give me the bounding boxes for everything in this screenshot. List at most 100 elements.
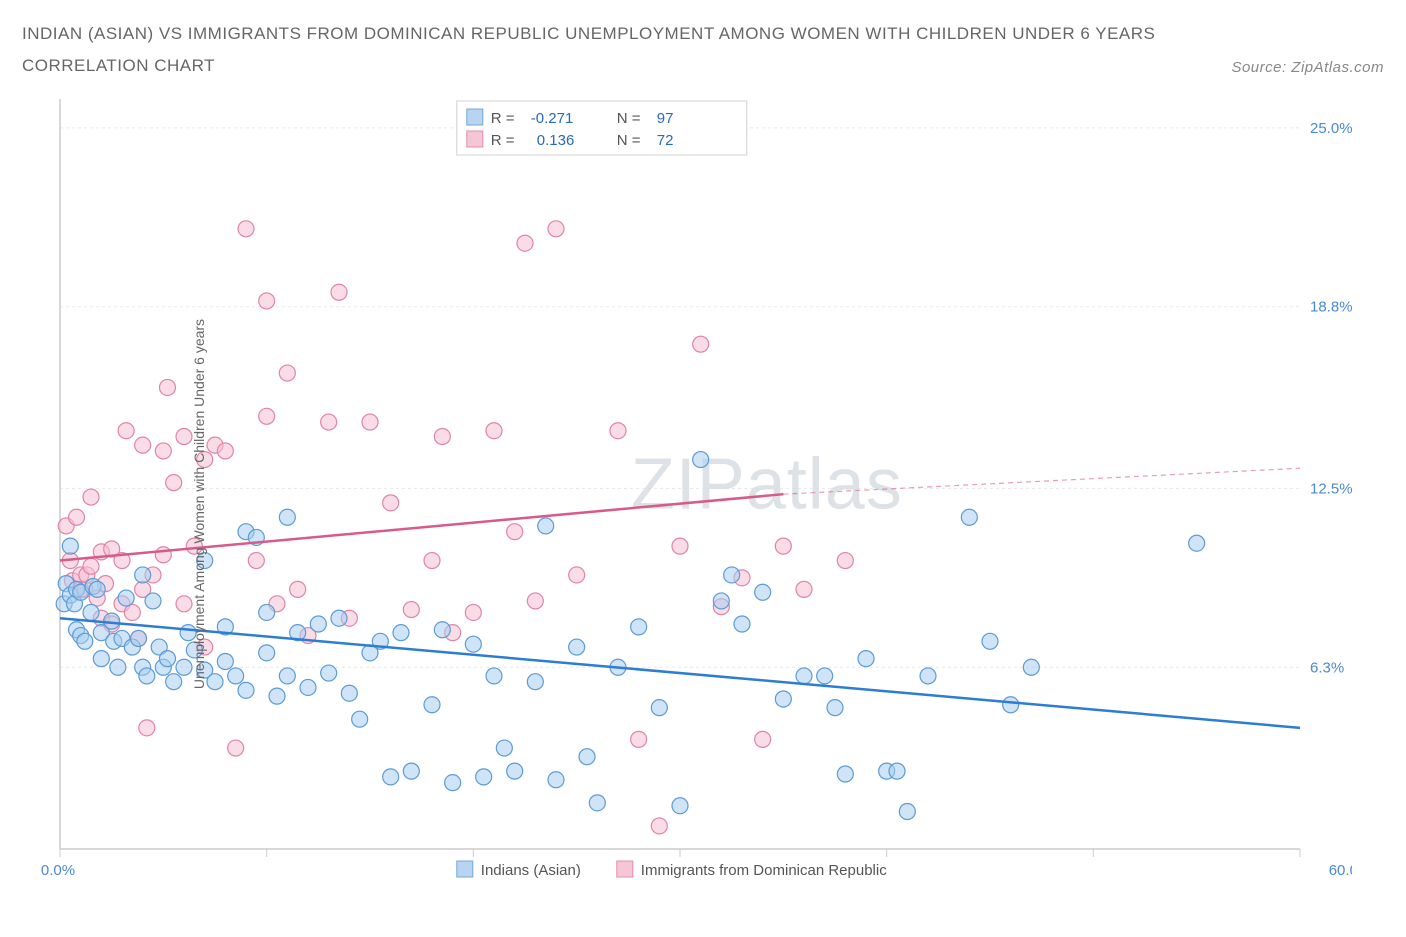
bottom-legend-pink: Immigrants from Dominican Republic (641, 862, 887, 879)
data-point-blue (62, 538, 78, 554)
chart-title: INDIAN (ASIAN) VS IMMIGRANTS FROM DOMINI… (22, 18, 1384, 83)
data-point-blue (817, 668, 833, 684)
data-point-blue (131, 630, 147, 646)
data-point-blue (1189, 535, 1205, 551)
data-point-blue (139, 668, 155, 684)
data-point-pink (166, 474, 182, 490)
data-point-blue (259, 644, 275, 660)
data-point-pink (155, 443, 171, 459)
data-point-blue (672, 797, 688, 813)
data-point-pink (507, 523, 523, 539)
data-point-pink (238, 220, 254, 236)
bottom-swatch-pink (617, 861, 633, 877)
data-point-blue (476, 768, 492, 784)
data-point-blue (207, 673, 223, 689)
y-tick-label: 12.5% (1310, 480, 1352, 497)
data-point-pink (796, 581, 812, 597)
data-point-pink (651, 818, 667, 834)
trend-line-blue (60, 618, 1300, 728)
data-point-pink (672, 538, 688, 554)
bottom-legend-blue: Indians (Asian) (481, 862, 581, 879)
data-point-pink (69, 509, 85, 525)
data-point-blue (589, 794, 605, 810)
data-point-blue (77, 633, 93, 649)
data-point-blue (434, 621, 450, 637)
data-point-blue (465, 636, 481, 652)
data-point-blue (486, 668, 502, 684)
data-point-blue (796, 668, 812, 684)
header: INDIAN (ASIAN) VS IMMIGRANTS FROM DOMINI… (22, 18, 1384, 83)
data-point-pink (517, 235, 533, 251)
legend-n-blue: 97 (657, 110, 674, 127)
scatter-chart: 6.3%12.5%18.8%25.0%0.0%60.0%ZIPatlasR = … (22, 89, 1352, 919)
data-point-blue (569, 639, 585, 655)
data-point-blue (300, 679, 316, 695)
data-point-blue (982, 633, 998, 649)
data-point-pink (259, 293, 275, 309)
data-point-pink (159, 379, 175, 395)
data-point-pink (176, 428, 192, 444)
y-tick-label: 6.3% (1310, 659, 1344, 676)
data-point-blue (118, 590, 134, 606)
data-point-pink (403, 601, 419, 617)
data-point-pink (548, 220, 564, 236)
data-point-blue (83, 604, 99, 620)
data-point-blue (889, 763, 905, 779)
data-point-pink (610, 422, 626, 438)
data-point-pink (837, 552, 853, 568)
legend-swatch-blue (467, 109, 483, 125)
data-point-pink (290, 581, 306, 597)
chart-container: Unemployment Among Women with Children U… (22, 89, 1384, 919)
data-point-blue (159, 650, 175, 666)
data-point-blue (755, 584, 771, 600)
data-point-blue (920, 668, 936, 684)
data-point-pink (465, 604, 481, 620)
data-point-pink (693, 336, 709, 352)
data-point-blue (321, 665, 337, 681)
data-point-pink (124, 604, 140, 620)
data-point-pink (755, 731, 771, 747)
data-point-blue (176, 659, 192, 675)
data-point-pink (83, 558, 99, 574)
data-point-pink (139, 719, 155, 735)
data-point-blue (631, 618, 647, 634)
x-tick-label: 0.0% (41, 862, 75, 879)
data-point-blue (693, 451, 709, 467)
data-point-blue (269, 688, 285, 704)
x-tick-label: 60.0% (1329, 862, 1352, 879)
title-line-2: CORRELATION CHART (22, 50, 215, 82)
data-point-pink (383, 494, 399, 510)
data-point-blue (538, 518, 554, 534)
data-point-blue (858, 650, 874, 666)
data-point-blue (279, 668, 295, 684)
data-point-blue (166, 673, 182, 689)
data-point-pink (486, 422, 502, 438)
data-point-pink (331, 284, 347, 300)
data-point-blue (827, 699, 843, 715)
data-point-blue (445, 774, 461, 790)
data-point-blue (279, 509, 295, 525)
data-point-pink (434, 428, 450, 444)
legend-n-pink: 72 (657, 132, 674, 149)
legend-r-blue: -0.271 (531, 110, 574, 127)
data-point-blue (507, 763, 523, 779)
bottom-swatch-blue (457, 861, 473, 877)
data-point-blue (259, 604, 275, 620)
data-point-blue (837, 766, 853, 782)
y-tick-label: 18.8% (1310, 298, 1352, 315)
data-point-pink (248, 552, 264, 568)
data-point-blue (341, 685, 357, 701)
y-axis-label: Unemployment Among Women with Children U… (191, 319, 207, 689)
data-point-blue (1003, 696, 1019, 712)
data-point-pink (259, 408, 275, 424)
data-point-pink (631, 731, 647, 747)
data-point-blue (775, 691, 791, 707)
data-point-blue (1023, 659, 1039, 675)
data-point-blue (899, 803, 915, 819)
legend-r-label: R = (491, 132, 515, 149)
legend-r-label: R = (491, 110, 515, 127)
data-point-blue (527, 673, 543, 689)
watermark: ZIPatlas (631, 444, 903, 524)
legend-n-label: N = (617, 110, 641, 127)
data-point-blue (217, 653, 233, 669)
